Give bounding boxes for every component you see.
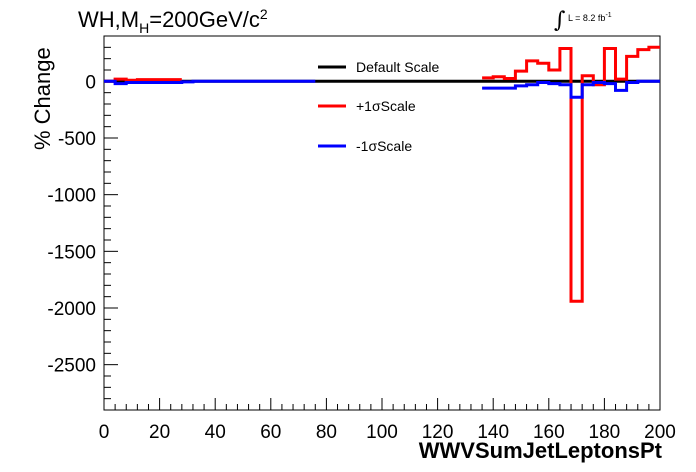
- y-axis: 0 -500 -1000 -1500 -2000 -2500: [47, 35, 118, 411]
- legend: Default Scale +1σScale -1σScale: [318, 59, 439, 154]
- x-tick-label: 60: [260, 422, 281, 443]
- y-axis-title: % Change: [30, 47, 55, 150]
- legend-label: -1σScale: [356, 138, 412, 154]
- plot-area-border: [103, 35, 661, 411]
- chart-title: WH,MH=200GeV/c2: [78, 6, 268, 36]
- series-line-3: [482, 79, 660, 99]
- x-tick-label: 160: [533, 422, 565, 443]
- y-tick-label: -500: [58, 129, 96, 150]
- x-tick-label: 200: [644, 422, 676, 443]
- series-line-2: [482, 45, 660, 303]
- luminosity-label: ∫ L = 8.2 fb-1: [554, 8, 612, 33]
- x-tick-label: 100: [366, 422, 398, 443]
- series-line-3: [104, 79, 316, 86]
- legend-label: Default Scale: [356, 59, 439, 75]
- x-tick-label: 80: [316, 422, 337, 443]
- plot-frame: [103, 35, 661, 411]
- series-layer: [104, 45, 660, 303]
- x-tick-label: 20: [149, 422, 170, 443]
- x-tick-label: 120: [422, 422, 454, 443]
- y-tick-label: -2500: [47, 356, 96, 377]
- y-tick-label: -2000: [47, 299, 96, 320]
- x-axis-title: WWVSumJetLeptonsPt: [418, 438, 662, 463]
- y-tick-label: -1000: [47, 186, 96, 207]
- x-tick-label: 180: [589, 422, 621, 443]
- legend-label: +1σScale: [356, 98, 416, 114]
- x-tick-label: 140: [477, 422, 509, 443]
- x-tick-label: 0: [99, 422, 110, 443]
- y-tick-label: -1500: [47, 242, 96, 263]
- y-tick-label: 0: [85, 72, 96, 93]
- x-axis: 0 20 40 60 80 100 120 140 160 180 200: [99, 398, 676, 443]
- x-tick-label: 40: [205, 422, 226, 443]
